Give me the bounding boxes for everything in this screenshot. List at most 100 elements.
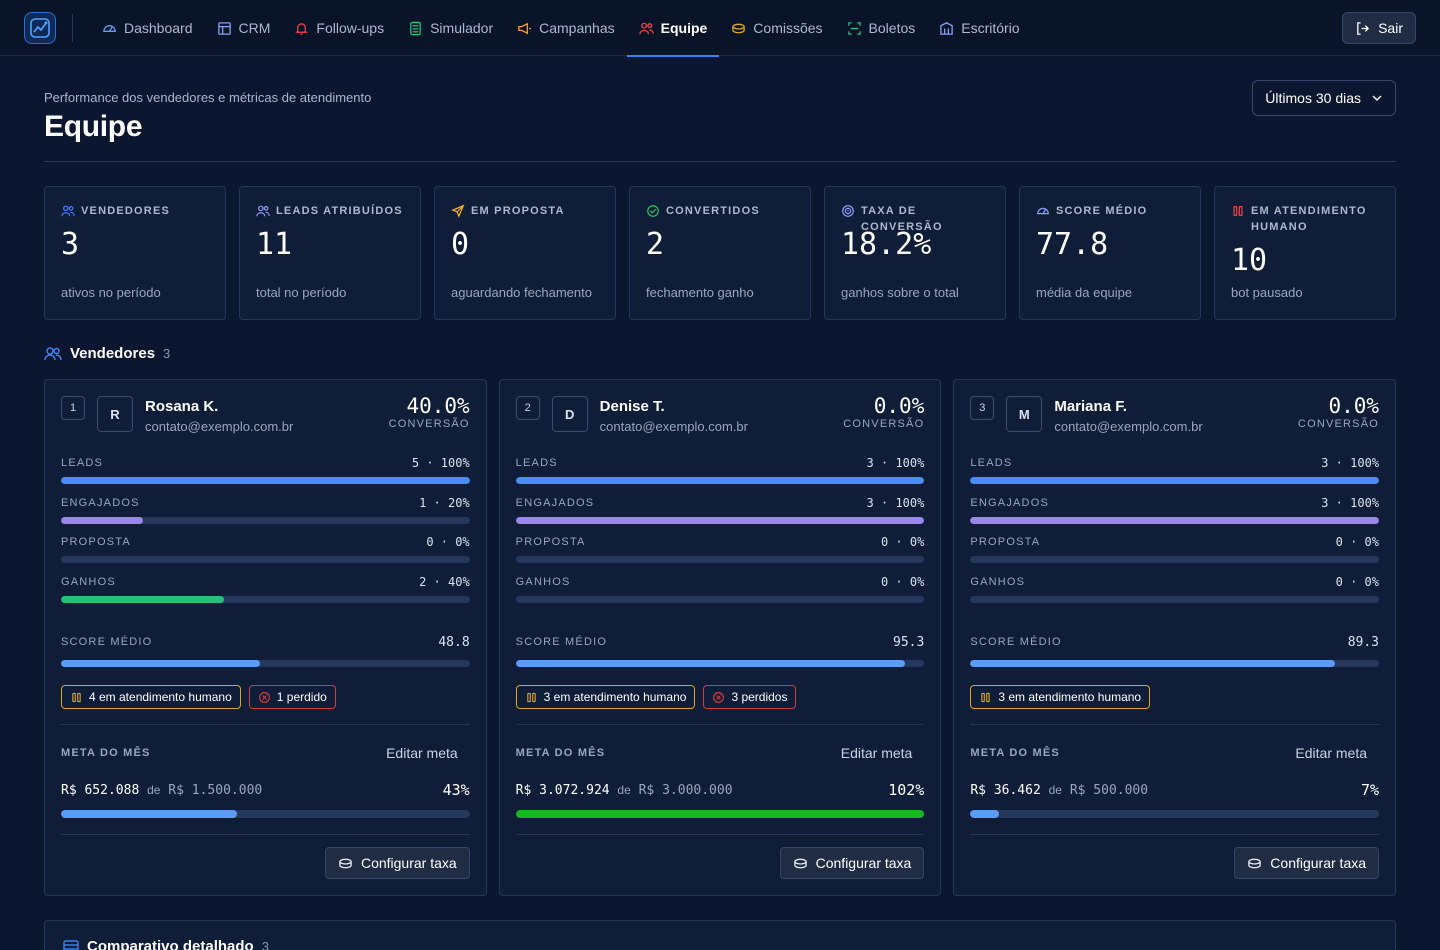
- stat-card: SCORE MÉDIO 77.8 média da equipe: [1019, 186, 1201, 320]
- metric-bar: [970, 517, 1380, 524]
- meta-bar-fill: [515, 810, 925, 818]
- edit-meta-button[interactable]: Editar meta: [840, 745, 913, 761]
- nav-item-escrit-rio[interactable]: Escritório: [927, 0, 1031, 56]
- score-bar: [61, 660, 470, 667]
- metric-value: 0 · 0%: [1335, 575, 1380, 589]
- period-value: Últimos 30 dias: [1265, 90, 1361, 106]
- score-bar-fill: [970, 660, 1336, 667]
- edit-meta-button[interactable]: Editar meta: [386, 745, 458, 761]
- metric-value: 0 · 0%: [880, 575, 925, 589]
- coins-icon: [338, 856, 353, 871]
- nav-item-simulador[interactable]: Simulador: [396, 0, 505, 56]
- metric-bar: [515, 517, 925, 524]
- users-icon: [44, 346, 62, 360]
- stat-value: 18.2%: [841, 227, 932, 262]
- seller-cards: 1 R Rosana K. contato@exemplo.com.br 40.0% CO…: [44, 379, 1397, 896]
- edit-meta-button[interactable]: Editar meta: [1295, 745, 1368, 761]
- metric-bar-fill: [970, 517, 1380, 524]
- human-attendance-badge[interactable]: 3 em atendimento humano: [515, 685, 696, 709]
- nav-item-equipe[interactable]: Equipe: [626, 0, 720, 57]
- configure-rate-label: Configurar taxa: [360, 855, 457, 871]
- metric-value: 2 · 40%: [419, 575, 470, 589]
- stat-label: EM PROPOSTA: [471, 205, 565, 217]
- stat-card: EM ATENDIMENTO HUMANO 10 bot pausado: [1214, 186, 1396, 320]
- configure-rate-button[interactable]: Configurar taxa: [324, 847, 470, 879]
- scan-icon: [847, 21, 862, 36]
- meta-label: META DO MÊS: [515, 747, 606, 759]
- gauge-icon: [102, 21, 117, 36]
- seller-name: Mariana F.: [1054, 398, 1127, 415]
- lost-badge[interactable]: 1 perdido: [248, 685, 336, 709]
- users-icon: [638, 21, 654, 36]
- score-value: 95.3: [893, 635, 925, 650]
- logout-icon: [1357, 21, 1370, 35]
- metric-label: LEADS: [515, 457, 558, 469]
- metric-bar: [970, 556, 1380, 563]
- metric-label: PROPOSTA: [515, 536, 586, 548]
- nav-item-boletos[interactable]: Boletos: [835, 0, 928, 56]
- human-attendance-badge[interactable]: 3 em atendimento humano: [970, 685, 1151, 709]
- nav-item-campanhas[interactable]: Campanhas: [505, 0, 627, 56]
- stat-label: TAXA DE CONVERSÃO: [861, 205, 943, 233]
- meta-bar-fill: [61, 810, 237, 818]
- nav-item-crm[interactable]: CRM: [205, 0, 283, 56]
- avatar: D: [551, 396, 588, 432]
- configure-rate-label: Configurar taxa: [1270, 855, 1367, 871]
- stat-label: SCORE MÉDIO: [1056, 205, 1148, 217]
- nav-divider: [72, 14, 73, 42]
- metric-value: 5 · 100%: [411, 456, 470, 470]
- lost-badge[interactable]: 3 perdidos: [703, 685, 797, 709]
- metric-ganhos: GANHOS 0 · 0%: [515, 575, 925, 606]
- metric-leads: LEADS 3 · 100%: [515, 456, 925, 487]
- seller-email: contato@exemplo.com.br: [145, 419, 294, 434]
- badge-label: 3 perdidos: [731, 690, 788, 704]
- metric-bar-fill: [61, 477, 470, 484]
- metric-ganhos: GANHOS 2 · 40%: [61, 575, 470, 606]
- nav-item-dashboard[interactable]: Dashboard: [90, 0, 205, 56]
- metric-bar: [515, 596, 925, 603]
- configure-rate-button[interactable]: Configurar taxa: [779, 847, 925, 879]
- nav-item-follow-ups[interactable]: Follow-ups: [282, 0, 396, 56]
- nav-item-label: Equipe: [660, 20, 708, 36]
- badge-label: 3 em atendimento humano: [998, 690, 1142, 704]
- page-title: Equipe: [44, 110, 143, 143]
- metric-bar: [61, 556, 470, 563]
- meta-label: META DO MÊS: [61, 747, 151, 759]
- metric-label: ENGAJADOS: [970, 497, 1049, 509]
- logout-button[interactable]: Sair: [1342, 12, 1416, 44]
- nav-item-label: Boletos: [868, 20, 916, 36]
- human-attendance-badge[interactable]: 4 em atendimento humano: [61, 685, 241, 709]
- configure-rate-button[interactable]: Configurar taxa: [1234, 847, 1380, 879]
- conversion-label: CONVERSÃO: [388, 418, 470, 430]
- badge-label: 3 em atendimento humano: [543, 690, 687, 704]
- stat-card: LEADS ATRIBUÍDOS 11 total no período: [239, 186, 421, 320]
- nav-item-label: Campanhas: [539, 20, 615, 36]
- seller-card: 1 R Rosana K. contato@exemplo.com.br 40.0% CO…: [44, 379, 487, 896]
- logo-icon: [30, 18, 50, 38]
- pause-icon: [979, 691, 992, 704]
- card-divider: [970, 724, 1380, 725]
- stat-value: 10: [1231, 243, 1268, 278]
- stat-label: EM ATENDIMENTO HUMANO: [1251, 205, 1367, 233]
- conversion-label: CONVERSÃO: [1297, 418, 1380, 430]
- stat-label: VENDEDORES: [81, 205, 171, 217]
- comparison-count: 3: [261, 939, 269, 950]
- seller-email: contato@exemplo.com.br: [599, 419, 748, 434]
- metric-value: 3 · 100%: [1321, 456, 1380, 470]
- stat-value: 3: [61, 227, 80, 262]
- target-icon: [841, 204, 855, 235]
- metric-bar-fill: [515, 517, 925, 524]
- card-divider: [970, 834, 1380, 835]
- x-circle-icon: [712, 691, 725, 704]
- meta-progress-value: R$ 3.072.924 de R$ 3.000.000: [516, 783, 733, 798]
- metric-bar: [61, 517, 470, 524]
- score-bar-fill: [61, 660, 261, 667]
- stat-label: LEADS ATRIBUÍDOS: [276, 205, 403, 217]
- app-logo[interactable]: [24, 12, 56, 44]
- nav-item-label: Comissões: [753, 20, 823, 36]
- period-select[interactable]: Últimos 30 dias: [1252, 80, 1396, 116]
- nav-item-comiss-es[interactable]: Comissões: [719, 0, 834, 56]
- metric-bar-fill: [515, 477, 925, 484]
- check-circle-icon: [646, 204, 660, 223]
- nav-menu: Dashboard CRM Follow-ups Simulador Campanhas…: [90, 0, 1032, 57]
